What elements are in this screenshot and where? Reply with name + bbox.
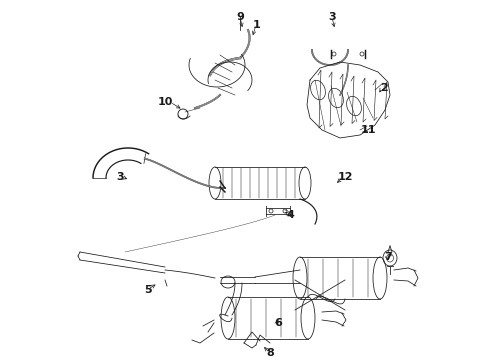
Text: 6: 6 <box>274 318 282 328</box>
Text: 4: 4 <box>286 210 294 220</box>
Text: 12: 12 <box>337 172 353 182</box>
Text: 8: 8 <box>266 348 274 358</box>
Text: 7: 7 <box>384 252 392 262</box>
Text: 10: 10 <box>157 97 172 107</box>
Text: 2: 2 <box>380 83 388 93</box>
Text: 11: 11 <box>360 125 376 135</box>
Text: 9: 9 <box>236 12 244 22</box>
Text: 5: 5 <box>144 285 152 295</box>
Text: 3: 3 <box>328 12 336 22</box>
Text: 1: 1 <box>253 20 261 30</box>
Text: 3: 3 <box>116 172 124 182</box>
